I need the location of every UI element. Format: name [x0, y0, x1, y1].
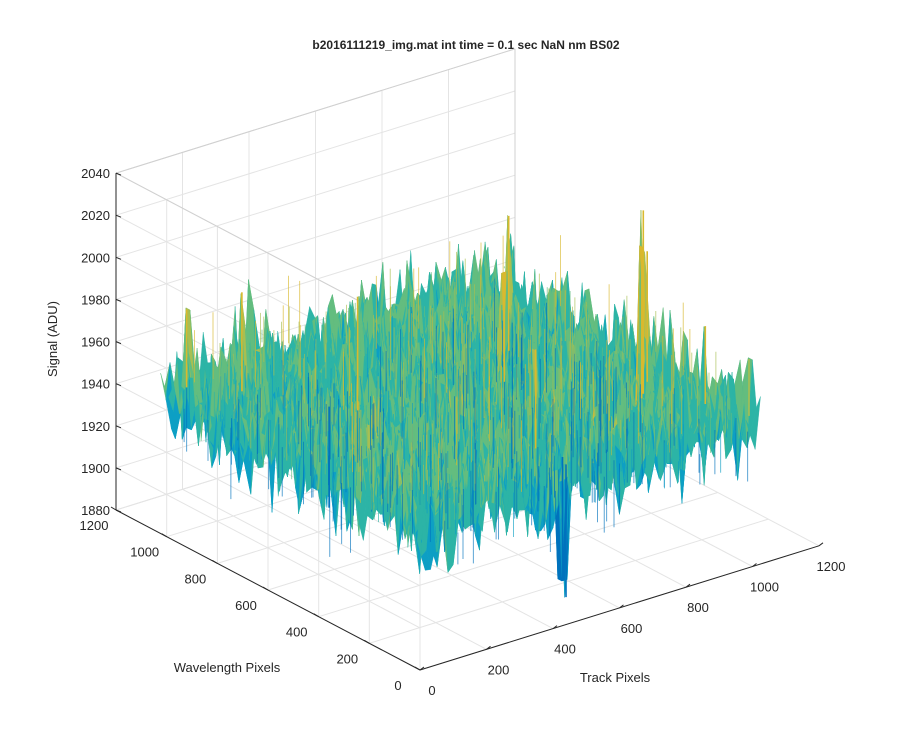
grid-line-left-z [115, 467, 421, 629]
grid-line-floor-y [369, 518, 769, 644]
surface-mesh [160, 210, 761, 598]
chart-title: b2016111219_img.mat int time = 0.1 sec N… [312, 38, 619, 52]
grid-line-back-z [115, 216, 516, 343]
grid-line-back-z [115, 132, 516, 258]
grid-line-back-z [115, 174, 516, 300]
grid-line-floor-y [318, 492, 718, 618]
box-edge [115, 48, 516, 174]
grid-line-left-z [115, 425, 421, 587]
grid-line-back-z [115, 90, 516, 216]
surface-facet [750, 396, 761, 450]
